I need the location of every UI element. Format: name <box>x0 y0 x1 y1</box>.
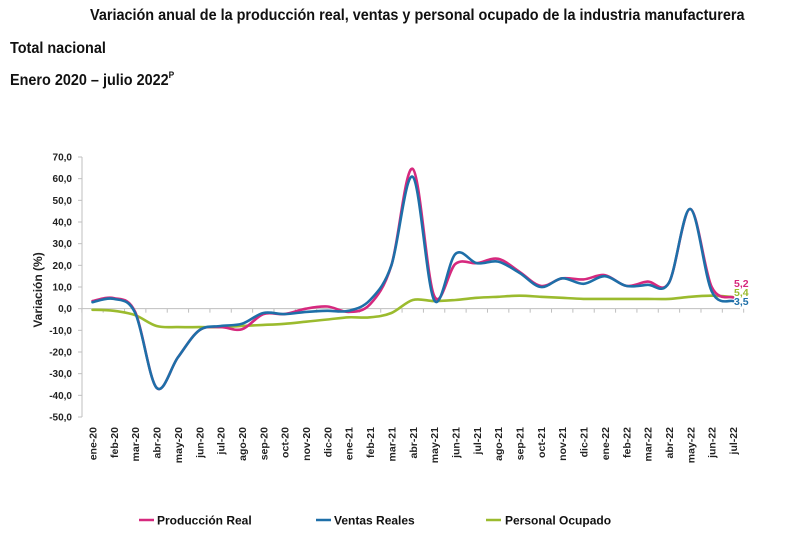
y-tick-label: 40,0 <box>53 218 73 229</box>
x-tick-label: oct-20 <box>280 427 292 458</box>
x-tick-label: mar-21 <box>386 427 398 462</box>
y-tick-label: 70,0 <box>53 153 73 164</box>
x-tick-label: nov-20 <box>301 427 313 461</box>
end-label-produccion-real: 5,2 <box>734 278 749 290</box>
x-tick-label: abr-22 <box>664 427 676 459</box>
y-axis-title: Variación (%) <box>31 252 45 327</box>
series-lines <box>91 167 735 391</box>
legend-label-produccion-real: Producción Real <box>157 514 252 528</box>
y-tick-label: -30,0 <box>49 369 72 380</box>
x-tick-label: feb-20 <box>109 427 121 458</box>
x-tick-label: may-22 <box>685 427 697 463</box>
y-tick-label: 60,0 <box>53 174 73 185</box>
y-tick-label: -10,0 <box>49 326 72 337</box>
period-text: Enero 2020 – julio 2022 <box>10 72 169 89</box>
x-tick-label: feb-22 <box>621 427 633 458</box>
chart-subtitle-period: Enero 2020 – julio 2022P <box>10 70 175 90</box>
series-line-ventas-reales <box>91 175 735 391</box>
end-labels: 5,25,43,5 <box>734 278 749 308</box>
x-tick-label: dic-21 <box>579 427 591 458</box>
legend-label-ventas-reales: Ventas Reales <box>334 514 415 528</box>
x-tick-label: jul-20 <box>216 427 228 456</box>
x-tick-label: sep-20 <box>258 427 270 460</box>
end-label-personal-ocupado: 5,4 <box>734 287 749 299</box>
y-tick-label: 50,0 <box>53 196 73 207</box>
y-tick-label: 0,0 <box>58 304 72 315</box>
x-tick-label: ene-21 <box>344 427 356 460</box>
x-tick-label: abr-20 <box>152 427 164 459</box>
x-axis: ene-20 feb-20 mar-20 abr-20 may-20 jun-20 jul-… <box>81 308 745 463</box>
x-tick-label: may-20 <box>173 427 185 463</box>
y-tick-label: 30,0 <box>53 239 73 250</box>
y-tick-label: 20,0 <box>53 261 73 272</box>
x-tick-label: jun-22 <box>707 427 719 459</box>
x-tick-label: nov-21 <box>557 427 569 461</box>
legend: Producción Real Ventas Reales Personal Ocu… <box>139 514 611 528</box>
x-tick-label: sep-21 <box>515 427 527 460</box>
x-tick-label: oct-21 <box>536 427 548 458</box>
legend-label-personal-ocupado: Personal Ocupado <box>505 514 611 528</box>
x-tick-label: ene-20 <box>88 427 100 460</box>
chart-subtitle-region: Total nacional <box>10 40 106 57</box>
x-tick-label: ene-22 <box>600 427 612 460</box>
preliminary-mark: P <box>168 70 175 80</box>
series-line-personal-ocupado <box>91 294 735 329</box>
x-tick-label: jun-20 <box>194 427 206 459</box>
x-tick-label: may-21 <box>429 427 441 463</box>
x-tick-label: ago-20 <box>237 427 249 461</box>
y-tick-label: -50,0 <box>49 413 72 424</box>
y-axis: 70,0 60,0 50,0 40,0 30,0 20,0 10,0 0,0 -10,0 -20,… <box>49 153 83 424</box>
x-tick-label: feb-21 <box>365 427 377 458</box>
x-tick-label: ago-21 <box>493 427 505 461</box>
x-tick-label: jun-21 <box>450 427 462 459</box>
end-label-ventas-reales: 3,5 <box>734 296 749 308</box>
x-tick-label: jul-22 <box>728 427 740 456</box>
y-tick-label: -40,0 <box>49 391 72 402</box>
y-tick-label: -20,0 <box>49 348 72 359</box>
x-tick-label: abr-21 <box>408 427 420 459</box>
y-tick-label: 10,0 <box>53 283 73 294</box>
series-line-produccion-real <box>91 167 735 391</box>
chart-title: Variación anual de la producción real, v… <box>90 7 745 24</box>
x-tick-label: mar-20 <box>130 427 142 462</box>
x-tick-label: dic-20 <box>322 427 334 458</box>
x-tick-label: jul-21 <box>472 427 484 456</box>
x-tick-label: mar-22 <box>643 427 655 462</box>
